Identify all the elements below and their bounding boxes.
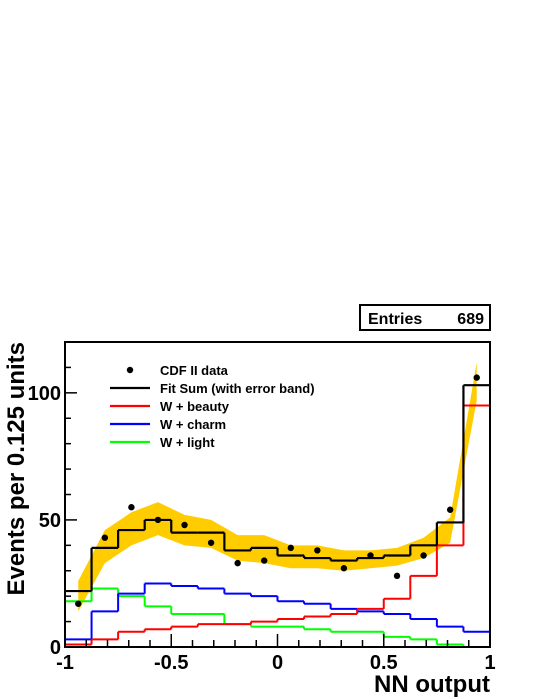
legend-label-3: W + light — [160, 435, 215, 450]
legend-marker-data — [126, 366, 134, 374]
x-axis-title: NN output — [374, 671, 490, 698]
plot-area: -1 -0.5 0 0.5 1 0 50 100 — [28, 341, 496, 674]
data-point — [287, 544, 294, 552]
data-point — [420, 552, 427, 559]
x-tick-label: -0.5 — [154, 652, 188, 674]
series-w-charm — [65, 582, 490, 641]
data-point — [154, 516, 162, 524]
stats-value: 689 — [457, 311, 484, 328]
legend-label-data: CDF II data — [160, 363, 229, 378]
stats-label: Entries — [368, 311, 422, 328]
series-fit-sum-with-error-band — [65, 384, 490, 593]
x-tick-label: -1 — [56, 652, 74, 674]
stats-box: Entries 689 — [359, 304, 491, 331]
data-point — [340, 565, 348, 572]
legend-label-1: W + beauty — [160, 399, 230, 414]
data-point — [314, 547, 321, 554]
data-point — [101, 534, 109, 541]
legend-label-2: W + charm — [160, 417, 226, 432]
data-point — [446, 506, 454, 513]
y-tick-label: 0 — [50, 637, 61, 659]
data-point — [75, 600, 82, 607]
legend: CDF II data Fit Sum (with error band) W + … — [110, 363, 315, 450]
stats-box-frame — [359, 304, 491, 331]
data-point — [181, 521, 188, 529]
data-point — [207, 539, 215, 546]
y-tick-label: 100 — [28, 383, 61, 405]
data-point — [128, 504, 135, 511]
fit-error-band — [78, 362, 477, 612]
x-tick-label: 1 — [484, 652, 495, 674]
x-tick-label: 0.5 — [370, 652, 398, 674]
legend-label-0: Fit Sum (with error band) — [160, 381, 315, 396]
y-axis-title: Events per 0.125 units — [3, 342, 30, 595]
x-tick-label: 0 — [272, 652, 283, 674]
data-point — [473, 374, 480, 381]
data-point — [234, 559, 241, 567]
data-point — [367, 552, 374, 559]
data-point — [393, 572, 401, 580]
data-points — [75, 374, 480, 607]
data-point — [261, 557, 268, 564]
y-tick-label: 50 — [39, 510, 61, 532]
